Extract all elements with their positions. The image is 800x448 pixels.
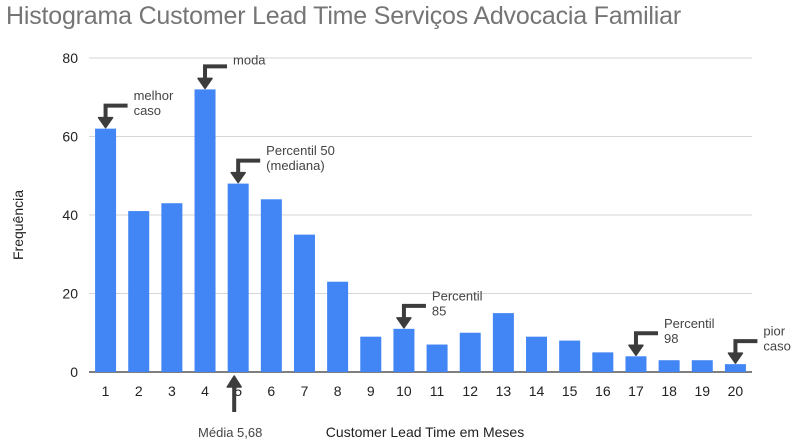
x-tick-label: 16 <box>595 383 611 399</box>
x-tick-label: 11 <box>430 383 445 399</box>
bar <box>625 356 647 372</box>
annotation-arrow <box>230 158 261 184</box>
bar <box>293 234 315 372</box>
bar <box>724 364 746 372</box>
bar <box>691 360 713 372</box>
bar <box>327 281 349 372</box>
y-tick-label: 60 <box>62 129 78 145</box>
bars <box>95 89 746 373</box>
annotation-arrow <box>396 303 426 329</box>
annotation-label: Percentil 85 <box>432 288 483 318</box>
x-tick-label: 8 <box>334 383 342 399</box>
annotation-arrow <box>628 331 658 357</box>
x-tick-label: 19 <box>694 383 710 399</box>
y-tick-label: 40 <box>62 207 78 223</box>
x-tick-label: 5 <box>234 383 242 399</box>
gridlines <box>89 57 752 373</box>
bar <box>360 336 382 372</box>
x-tick-label: 13 <box>496 383 512 399</box>
bar <box>492 313 514 372</box>
y-tick-label: 20 <box>62 286 78 302</box>
bar <box>194 89 216 373</box>
annotation-label: moda <box>233 52 266 67</box>
x-tick-label: 4 <box>201 383 209 399</box>
x-tick-label: 12 <box>462 383 478 399</box>
y-axis-title: Frequência <box>10 190 26 260</box>
bar <box>393 328 415 372</box>
y-tick-labels: 0 20 40 60 80 <box>62 50 78 380</box>
bar <box>128 211 150 372</box>
x-tick-label: 20 <box>728 383 744 399</box>
y-tick-label: 80 <box>62 50 78 66</box>
annotation-label: melhor caso <box>134 88 174 118</box>
bar <box>95 128 117 372</box>
mean-arrow <box>226 375 242 412</box>
x-tick-label: 2 <box>135 383 143 399</box>
x-axis-title: Customer Lead Time em Meses <box>326 424 524 440</box>
bar <box>161 203 183 372</box>
x-tick-labels: 1 2 3 4 5 6 7 8 9 10 11 12 13 14 15 16 17 18 19 20 <box>102 383 744 399</box>
mean-label: Média 5,68 <box>198 425 262 440</box>
bar <box>227 183 249 372</box>
x-tick-label: 17 <box>628 383 644 399</box>
annotations: melhor caso moda Percentil 50 (mediana) Perce… <box>97 52 791 440</box>
x-tick-label: 1 <box>102 383 110 399</box>
x-tick-label: 7 <box>301 383 309 399</box>
x-tick-label: 6 <box>267 383 275 399</box>
x-tick-label: 14 <box>529 383 545 399</box>
x-tick-label: 15 <box>562 383 578 399</box>
annotation-label: pior caso <box>763 324 790 354</box>
bar <box>526 336 548 372</box>
annotation-arrow <box>727 339 758 364</box>
x-tick-label: 18 <box>661 383 677 399</box>
bar <box>658 360 680 372</box>
x-tick-label: 3 <box>168 383 176 399</box>
y-tick-label: 0 <box>70 364 78 380</box>
bar <box>260 199 282 372</box>
chart-title: Histograma Customer Lead Time Serviços A… <box>6 2 681 30</box>
bar <box>559 340 581 372</box>
bar <box>592 352 614 372</box>
annotation-arrow <box>97 103 128 129</box>
annotation-label: Percentil 50 (mediana) <box>266 143 335 173</box>
bar <box>426 344 448 372</box>
annotation-label: Percentil 98 <box>664 316 715 346</box>
bar <box>459 332 481 372</box>
x-tick-label: 10 <box>396 383 412 399</box>
annotation-arrow <box>197 64 228 90</box>
x-tick-label: 9 <box>367 383 375 399</box>
